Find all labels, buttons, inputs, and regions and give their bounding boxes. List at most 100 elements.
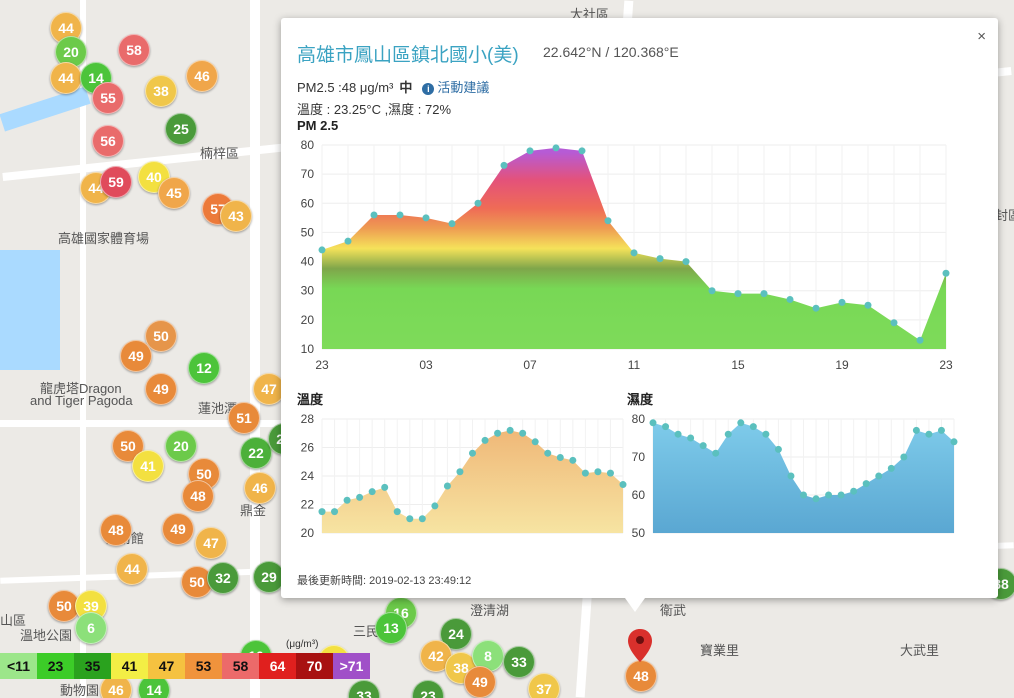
data-point: [937, 426, 945, 434]
data-point: [393, 508, 401, 516]
y-tick-label: 80: [301, 138, 315, 152]
y-tick-label: 70: [301, 167, 315, 181]
map-place-label: 鼎金: [240, 503, 267, 518]
data-point: [456, 468, 464, 476]
station-marker[interactable]: 43: [220, 200, 252, 232]
map-place-label: 大武里: [900, 643, 940, 658]
station-marker[interactable]: 47: [253, 373, 285, 405]
data-point: [749, 423, 757, 431]
station-marker[interactable]: 48: [182, 480, 214, 512]
humidity-chart-title: 濕度: [627, 392, 654, 407]
station-marker[interactable]: 42: [420, 640, 452, 672]
data-point: [569, 456, 577, 464]
station-marker[interactable]: 50: [48, 590, 80, 622]
data-point: [734, 290, 742, 298]
data-point: [381, 483, 389, 491]
data-point: [950, 438, 958, 446]
station-marker[interactable]: 49: [120, 340, 152, 372]
legend-item: <11: [0, 653, 37, 679]
station-marker[interactable]: 25: [165, 113, 197, 145]
data-point: [526, 147, 534, 155]
station-marker[interactable]: 41: [132, 450, 164, 482]
map-place-label: 高雄國家體育場: [58, 231, 150, 246]
station-marker[interactable]: 49: [162, 513, 194, 545]
x-tick-label: 23: [939, 358, 953, 372]
data-point: [331, 508, 339, 516]
data-point: [864, 301, 872, 309]
station-marker[interactable]: 20: [165, 430, 197, 462]
y-tick-label: 20: [301, 526, 315, 540]
x-tick-label: 15: [731, 358, 745, 372]
data-point: [431, 502, 439, 510]
data-point: [604, 217, 612, 225]
station-marker[interactable]: 50: [145, 320, 177, 352]
temp-chart-title: 溫度: [297, 392, 324, 407]
station-marker[interactable]: 12: [188, 352, 220, 384]
y-tick-label: 20: [301, 313, 315, 327]
map-pin-icon[interactable]: [626, 628, 654, 664]
station-marker[interactable]: 23: [412, 680, 444, 698]
data-point: [687, 434, 695, 442]
data-point: [606, 469, 614, 477]
station-marker[interactable]: 22: [240, 437, 272, 469]
data-point: [506, 426, 514, 434]
y-tick-label: 22: [301, 498, 315, 512]
data-point: [649, 419, 657, 427]
y-tick-label: 60: [632, 488, 646, 502]
data-point: [712, 449, 720, 457]
station-marker[interactable]: 49: [145, 373, 177, 405]
data-point: [837, 491, 845, 499]
x-tick-label: 03: [419, 358, 433, 372]
data-point: [368, 488, 376, 496]
station-marker[interactable]: 44: [50, 12, 82, 44]
data-point: [318, 508, 326, 516]
activity-advice-link[interactable]: 活動建議: [437, 80, 490, 95]
data-point: [942, 269, 950, 277]
station-title[interactable]: 高雄市鳳山區鎮北國小(美): [297, 45, 519, 66]
station-marker[interactable]: 48: [625, 660, 657, 692]
legend-item: 58: [222, 653, 259, 679]
station-marker[interactable]: 46: [244, 472, 276, 504]
station-marker[interactable]: 13: [375, 612, 407, 644]
legend-item: 23: [37, 653, 74, 679]
data-point: [762, 430, 770, 438]
data-point: [474, 199, 482, 207]
data-point: [862, 480, 870, 488]
map-place-label: 寶業里: [700, 643, 740, 658]
close-icon[interactable]: ×: [977, 28, 986, 45]
data-point: [825, 491, 833, 499]
data-point: [787, 472, 795, 480]
station-marker[interactable]: 6: [75, 612, 107, 644]
station-marker[interactable]: 51: [228, 402, 260, 434]
data-point: [912, 426, 920, 434]
station-marker[interactable]: 33: [348, 680, 380, 698]
station-marker[interactable]: 59: [100, 166, 132, 198]
data-point: [724, 430, 732, 438]
data-point: [916, 336, 924, 344]
data-point: [800, 491, 807, 499]
station-marker[interactable]: 48: [100, 514, 132, 546]
station-marker[interactable]: 33: [503, 646, 535, 678]
data-point: [448, 220, 456, 228]
station-marker[interactable]: 37: [528, 673, 560, 698]
y-tick-label: 10: [301, 342, 315, 356]
y-tick-label: 30: [301, 284, 315, 298]
data-point: [890, 319, 898, 327]
station-marker[interactable]: 38: [145, 75, 177, 107]
station-marker[interactable]: 44: [116, 553, 148, 585]
station-marker[interactable]: 45: [158, 177, 190, 209]
map-place-label: 動物園: [60, 683, 100, 698]
info-icon[interactable]: i: [422, 83, 435, 95]
station-marker[interactable]: 55: [92, 82, 124, 114]
station-marker[interactable]: 32: [207, 562, 239, 594]
station-marker[interactable]: 47: [195, 527, 227, 559]
data-point: [552, 144, 560, 152]
station-marker[interactable]: 44: [50, 62, 82, 94]
station-marker[interactable]: 46: [186, 60, 218, 92]
data-point: [494, 429, 502, 437]
station-marker[interactable]: 58: [118, 34, 150, 66]
station-marker[interactable]: 56: [92, 125, 124, 157]
station-marker[interactable]: 49: [464, 666, 496, 698]
legend-item: 47: [148, 653, 185, 679]
